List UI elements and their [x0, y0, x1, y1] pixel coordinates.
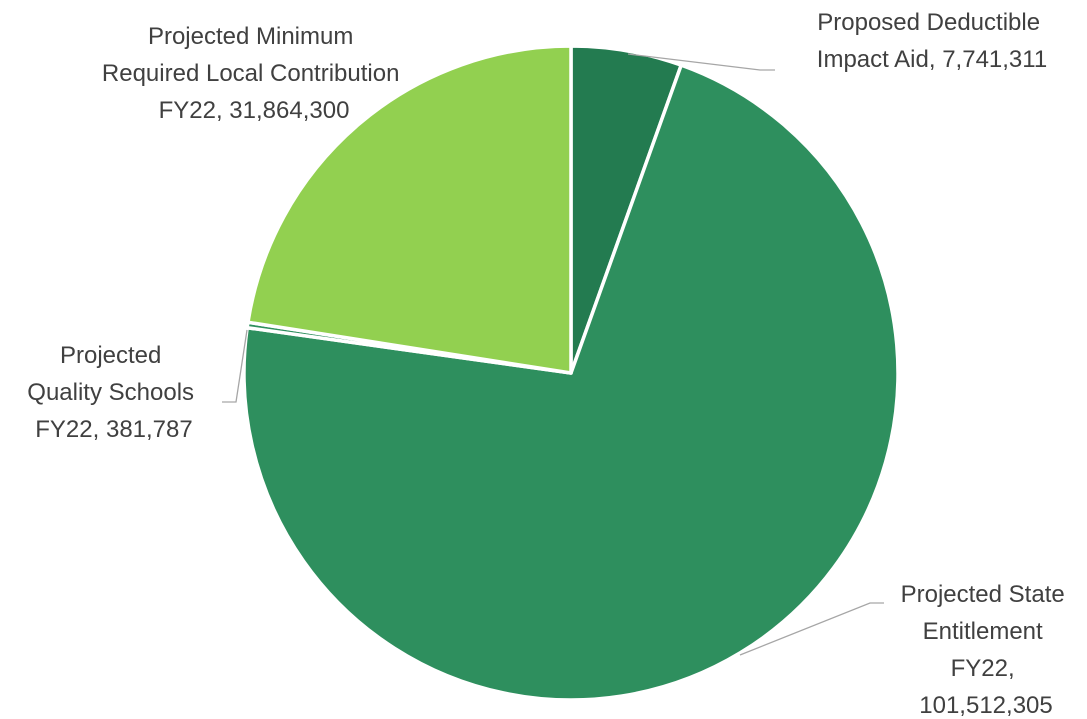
label-value: 31,864,300 — [229, 97, 349, 124]
label-line: Projected Minimum — [148, 23, 353, 50]
label-line: Projected State — [901, 581, 1065, 608]
data-label-state-entitlement: Projected State Entitlement FY22, 101,51… — [901, 581, 1072, 719]
leader-lines — [222, 53, 884, 656]
label-line: FY22 — [159, 97, 216, 124]
slice-state-entitlement — [242, 63, 900, 702]
label-line: FY22, — [951, 655, 1015, 682]
slice-local-contribution — [246, 44, 573, 375]
label-value: 381,787 — [106, 416, 193, 443]
label-line: Quality Schools — [27, 379, 194, 406]
label-value: 7,741,311 — [942, 46, 1047, 73]
data-label-local-contribution: Projected Minimum Required Local Contrib… — [102, 23, 406, 124]
label-line: Impact Aid — [817, 46, 929, 73]
leader-line-state-entitlement — [739, 602, 884, 656]
leader-line-impact-aid — [627, 53, 775, 71]
label-line: FY22 — [35, 416, 92, 443]
leader-line-quality-schools — [222, 329, 248, 403]
label-value: 101,512,305 — [919, 692, 1052, 719]
label-line: Projected — [60, 342, 161, 369]
label-line: Entitlement — [923, 618, 1043, 645]
label-line: Required Local Contribution — [102, 60, 400, 87]
label-line: Proposed Deductible — [817, 9, 1040, 36]
label-separator: , — [93, 416, 106, 443]
data-label-quality-schools: Projected Quality Schools FY22, 381,787 — [27, 342, 200, 443]
label-separator: , — [929, 46, 942, 73]
data-label-impact-aid: Proposed Deductible Impact Aid, 7,741,31… — [817, 9, 1047, 73]
pie-slices — [242, 44, 900, 702]
label-separator: , — [216, 97, 229, 124]
